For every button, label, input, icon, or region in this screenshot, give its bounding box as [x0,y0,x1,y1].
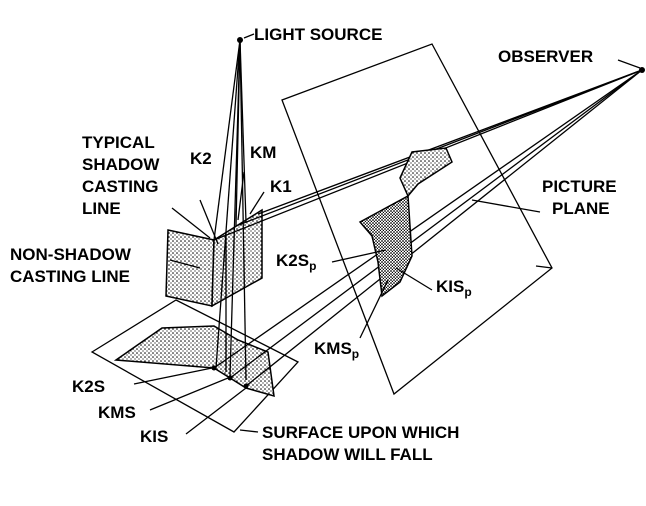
leader-lines [133,33,641,435]
projected-object [399,147,453,198]
label-kms: KMS [98,403,136,422]
label-k1sp: KISp [436,277,472,299]
label-km: KM [250,143,276,162]
label-non-shadow-casting-line: NON-SHADOW CASTING LINE [10,245,136,286]
label-k2s: K2S [72,377,105,396]
label-observer: OBSERVER [498,47,593,66]
label-k2: K2 [190,149,212,168]
sight-lines [213,69,643,387]
label-light-source: LIGHT SOURCE [254,25,382,44]
label-typical-shadow-casting-line: TYPICAL SHADOW CASTING LINE [82,133,164,218]
point-markers [211,37,645,389]
non-shadow-casting-plane [165,229,215,307]
label-kis: KIS [140,427,168,446]
shadow-surface [90,299,300,433]
label-k2sp: K2Sp [276,251,316,273]
label-picture-plane: PICTURE PLANE [542,177,621,218]
label-k1: K1 [270,177,292,196]
label-surface: SURFACE UPON WHICH SHADOW WILL FALL [262,423,464,464]
label-kmsp: KMSp [314,339,359,361]
light-rays [213,39,247,381]
cast-shadow-on-surface [113,325,275,398]
projected-shadow [358,194,413,298]
